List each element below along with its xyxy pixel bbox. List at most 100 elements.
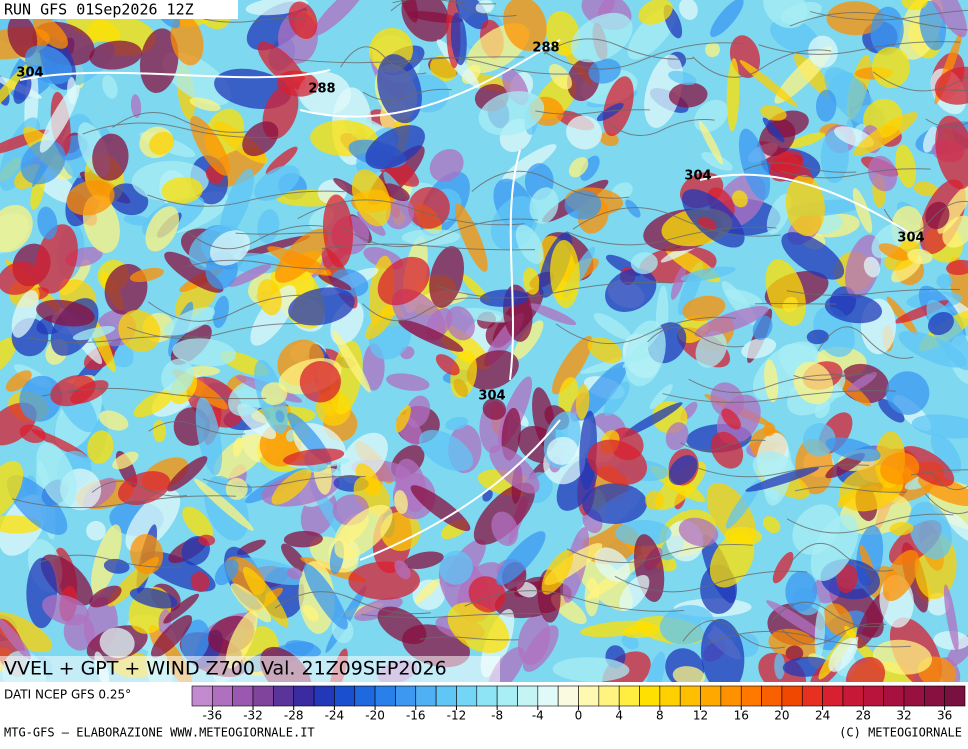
field-blob xyxy=(710,382,744,418)
field-blob xyxy=(741,337,777,359)
run-label: RUN GFS 01Sep2026 12Z xyxy=(4,1,194,19)
streamline xyxy=(662,390,897,403)
field-blob xyxy=(793,361,834,405)
field-blob xyxy=(880,452,920,485)
field-blob xyxy=(286,567,303,580)
field-blob xyxy=(582,483,647,525)
field-blob xyxy=(668,82,708,108)
field-blob xyxy=(619,574,650,611)
streamline xyxy=(608,119,715,137)
colorbar-swatch xyxy=(537,685,559,707)
colorbar-swatch xyxy=(456,685,478,707)
colorbar-swatch xyxy=(435,685,457,707)
field-blob xyxy=(774,652,785,680)
field-blob xyxy=(826,1,884,36)
field-blob xyxy=(576,362,628,421)
field-blob xyxy=(172,338,237,367)
field-blob xyxy=(491,511,519,546)
streamline xyxy=(235,232,333,235)
field-blob xyxy=(522,267,540,295)
streamline xyxy=(11,495,237,509)
colorbar-swatch xyxy=(578,685,600,707)
field-blob xyxy=(946,259,968,276)
streamline xyxy=(925,118,968,128)
field-blob xyxy=(825,437,881,462)
field-blob xyxy=(123,215,151,226)
field-blob xyxy=(0,261,39,295)
field-blob xyxy=(0,618,32,660)
streamline xyxy=(27,335,199,343)
field-blob xyxy=(806,329,829,345)
streamline xyxy=(340,46,427,75)
streamline xyxy=(321,243,536,251)
colorbar: -36 -32 -28 -24 -20 -16 -12 -8 -4 0 4 8 12 16 20 24 28 32… xyxy=(191,685,966,723)
colorbar-swatch xyxy=(924,685,945,707)
field-blob xyxy=(942,215,968,248)
field-blob xyxy=(824,293,882,324)
streamline xyxy=(910,469,968,476)
field-blob xyxy=(288,1,318,39)
streamline xyxy=(147,294,320,322)
field-blob xyxy=(0,60,34,117)
field-blob xyxy=(254,165,300,201)
colorbar-swatch xyxy=(557,685,579,707)
field-blob xyxy=(40,554,93,606)
field-blob xyxy=(37,206,58,240)
field-blob xyxy=(603,381,630,416)
field-blob xyxy=(895,144,917,188)
field-blob xyxy=(785,645,804,662)
field-blob xyxy=(710,431,744,469)
field-blob xyxy=(271,468,312,505)
field-blob xyxy=(700,618,745,682)
colorbar-tick-label: 20 xyxy=(774,709,789,723)
field-blob xyxy=(42,594,90,626)
field-blob xyxy=(435,323,491,370)
field-blob xyxy=(605,268,657,312)
field-blob xyxy=(943,584,959,652)
streamline xyxy=(147,190,345,207)
field-blob xyxy=(482,398,507,420)
field-blob xyxy=(198,534,216,546)
field-blob xyxy=(36,299,95,327)
field-blob xyxy=(596,102,624,122)
field-blob xyxy=(814,605,826,660)
colorbar-swatch xyxy=(293,685,315,707)
colorbar-tick-label: 12 xyxy=(693,709,708,723)
field-blob xyxy=(164,251,224,293)
field-blob xyxy=(130,534,164,575)
field-blob xyxy=(162,52,232,106)
field-blob xyxy=(785,174,825,237)
streamline xyxy=(186,225,325,250)
field-blob xyxy=(382,183,410,202)
streamline xyxy=(780,623,886,646)
field-blob xyxy=(261,382,288,406)
streamline xyxy=(786,513,954,534)
field-blob xyxy=(623,623,660,639)
field-blob xyxy=(19,375,63,422)
streamline xyxy=(786,288,960,296)
field-blob xyxy=(679,0,698,20)
field-blob xyxy=(785,571,818,612)
field-blob xyxy=(394,560,411,580)
field-blob xyxy=(112,451,139,470)
field-blob xyxy=(645,490,664,511)
field-blob xyxy=(705,42,720,58)
field-blob xyxy=(496,531,546,586)
streamline xyxy=(758,41,961,55)
field-blob xyxy=(182,506,213,540)
field-blob xyxy=(768,628,818,661)
streamline xyxy=(112,112,249,133)
streamline xyxy=(743,162,857,173)
title-box xyxy=(0,656,500,682)
footer-left: MTG-GFS — ELABORAZIONE WWW.METEOGIORNALE… xyxy=(4,726,315,740)
field-blob xyxy=(32,15,69,49)
streamline xyxy=(297,199,525,226)
field-blob xyxy=(570,12,633,63)
field-blob xyxy=(638,0,673,25)
streamline xyxy=(688,374,848,394)
field-blob xyxy=(568,157,589,178)
field-blob xyxy=(414,578,440,604)
colorbar-swatch xyxy=(903,685,925,707)
field-blob xyxy=(668,70,697,85)
field-blob xyxy=(405,395,431,428)
